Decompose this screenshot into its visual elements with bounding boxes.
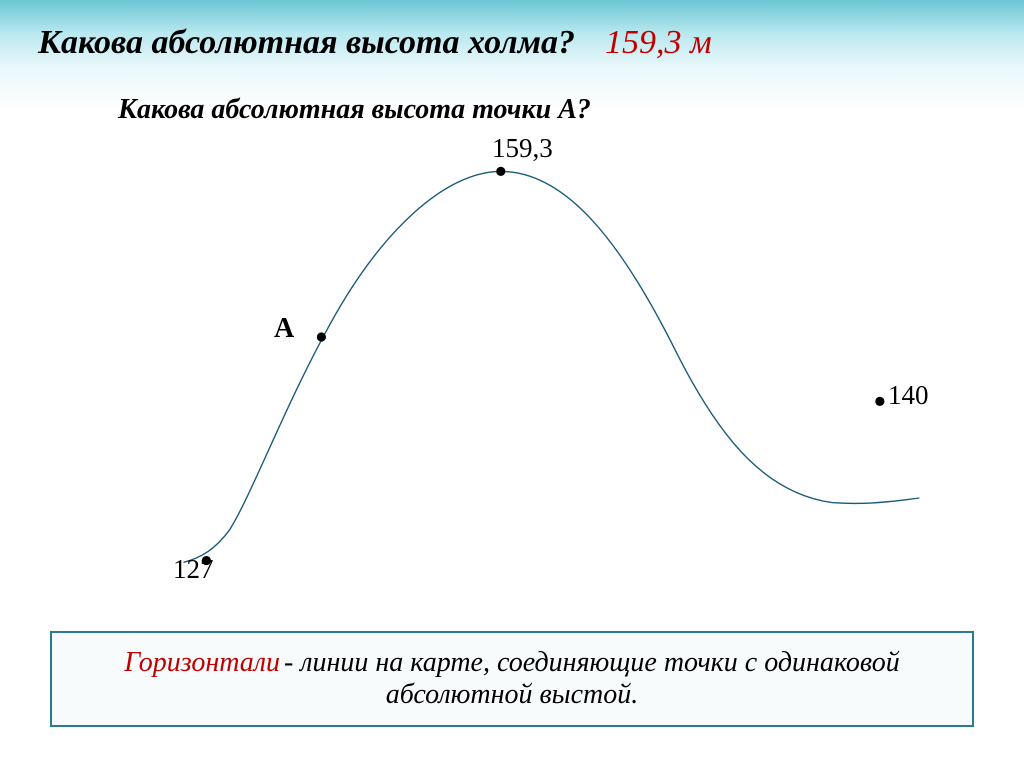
subtitle: Какова абсолютная высота точки А? <box>118 94 591 126</box>
point-label: 127 <box>173 554 214 585</box>
definition-term: Горизонтали <box>124 647 280 678</box>
title-row: Какова абсолютная высота холма? 159,3 м <box>38 24 712 62</box>
point-label: 159,3 <box>492 133 553 164</box>
point-marker <box>496 167 505 176</box>
title-question: Какова абсолютная высота холма? <box>38 24 575 62</box>
definition-text: - линии на карте, соединяющие точки с од… <box>284 647 900 710</box>
point-marker <box>875 397 884 406</box>
diagram-svg <box>60 130 960 590</box>
point-label: 140 <box>888 380 929 411</box>
hill-curve <box>183 171 919 562</box>
point-marker <box>317 332 326 341</box>
point-label: А <box>274 313 294 345</box>
title-answer: 159,3 м <box>605 24 712 62</box>
definition-box: Горизонтали - линии на карте, соединяющи… <box>50 631 974 727</box>
hill-diagram: 127 А 159,3 140 <box>60 130 960 590</box>
